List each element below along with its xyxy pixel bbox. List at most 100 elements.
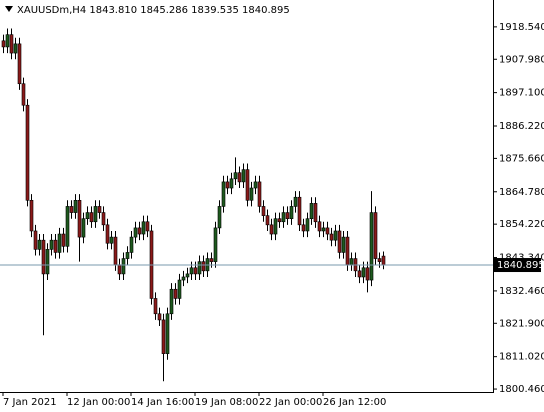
- x-tick-label: 7 Jan 2021: [3, 397, 57, 408]
- candle-body: [109, 236, 114, 244]
- candle-body: [201, 261, 206, 272]
- candle-body: [309, 203, 314, 219]
- candle-body: [53, 239, 58, 253]
- candle-body: [317, 221, 322, 232]
- candle-body: [189, 267, 194, 275]
- candle-body: [121, 258, 126, 275]
- candle-body: [337, 230, 342, 253]
- candle-body: [329, 233, 334, 241]
- candle-body: [237, 172, 242, 183]
- candle-body: [373, 212, 378, 259]
- candle-body: [277, 218, 282, 223]
- candle-body: [173, 288, 178, 299]
- candle-body: [13, 43, 18, 54]
- candle-body: [1, 40, 6, 48]
- candle-body: [77, 199, 82, 238]
- candle-body: [37, 239, 42, 250]
- candle-body: [217, 206, 222, 229]
- candle-body: [5, 34, 10, 48]
- x-tick-label: 19 Jan 08:00: [195, 397, 258, 408]
- candle-body: [313, 203, 318, 223]
- candle-body: [269, 224, 274, 235]
- y-tick-label: 1811.020: [499, 352, 544, 363]
- candle-body: [41, 239, 46, 275]
- candle-body: [301, 224, 306, 232]
- candle-body: [249, 187, 254, 201]
- candle-body: [153, 298, 158, 315]
- collapse-arrow: [5, 6, 13, 12]
- candle-body: [185, 273, 190, 278]
- candle-body: [289, 206, 294, 219]
- candle-body: [321, 227, 326, 232]
- candle-body: [349, 258, 354, 266]
- candle-body: [9, 34, 14, 54]
- candle-body: [29, 199, 34, 232]
- candle-body: [33, 230, 38, 250]
- candle-body: [113, 236, 118, 266]
- y-tick-label: 1907.980: [499, 54, 544, 65]
- candle-body: [69, 206, 74, 213]
- candle-body: [105, 224, 110, 244]
- candle-body: [17, 43, 22, 85]
- candle-body: [101, 212, 106, 226]
- candle-body: [245, 169, 250, 201]
- candle-body: [25, 104, 30, 201]
- candle-body: [357, 270, 362, 278]
- candle-body: [281, 212, 286, 223]
- candle-body: [161, 319, 166, 354]
- candle-body: [325, 227, 330, 235]
- price-label: 1840.895: [497, 260, 544, 271]
- chart-title: XAUUSDm,H4 1843.810 1845.286 1839.535 18…: [17, 5, 290, 16]
- candle-body: [117, 264, 122, 275]
- candle-body: [253, 181, 258, 189]
- y-tick-label: 1875.660: [499, 153, 544, 164]
- candle-body: [365, 267, 370, 281]
- candle-body: [177, 279, 182, 299]
- candle-body: [137, 227, 142, 235]
- candle-body: [129, 236, 134, 253]
- candle-body: [381, 255, 386, 266]
- y-tick-label: 1897.100: [499, 88, 544, 99]
- y-tick-label: 1821.900: [499, 318, 544, 329]
- candle-body: [341, 236, 346, 253]
- y-tick-label: 1800.460: [499, 384, 544, 395]
- y-tick-label: 1918.540: [499, 22, 544, 33]
- candle-body: [369, 212, 374, 281]
- candle-body: [345, 236, 350, 266]
- candle-body: [305, 218, 310, 232]
- candle-body: [273, 218, 278, 235]
- candle-body: [145, 221, 150, 232]
- candle-body: [285, 212, 290, 219]
- candle-body: [89, 212, 94, 223]
- candle-body: [181, 276, 186, 281]
- y-tick-label: 1832.460: [499, 286, 544, 297]
- candle-body: [193, 267, 198, 275]
- candle-body: [297, 196, 302, 226]
- candle-body: [81, 218, 86, 238]
- candle-body: [169, 288, 174, 315]
- candle-body: [241, 169, 246, 183]
- candle-body: [257, 181, 262, 207]
- candle-body: [45, 249, 50, 275]
- candle-body: [65, 206, 70, 247]
- candle-body: [133, 227, 138, 238]
- candle-body: [361, 267, 366, 278]
- candle-body: [21, 83, 26, 106]
- candle-body: [233, 172, 238, 180]
- x-tick-label: 22 Jan 00:00: [259, 397, 322, 408]
- candle-body: [293, 196, 298, 207]
- candle-body: [141, 221, 146, 235]
- candle-body: [213, 227, 218, 262]
- candle-body: [157, 313, 162, 321]
- candle-body: [333, 230, 338, 241]
- x-tick-label: 14 Jan 16:00: [131, 397, 194, 408]
- candle-body: [229, 178, 234, 189]
- candle-body: [97, 206, 102, 213]
- x-tick-label: 26 Jan 12:00: [323, 397, 386, 408]
- candle-body: [165, 313, 170, 354]
- candle-body: [57, 233, 62, 253]
- price-label-box: [494, 258, 541, 273]
- candle-body: [125, 252, 130, 259]
